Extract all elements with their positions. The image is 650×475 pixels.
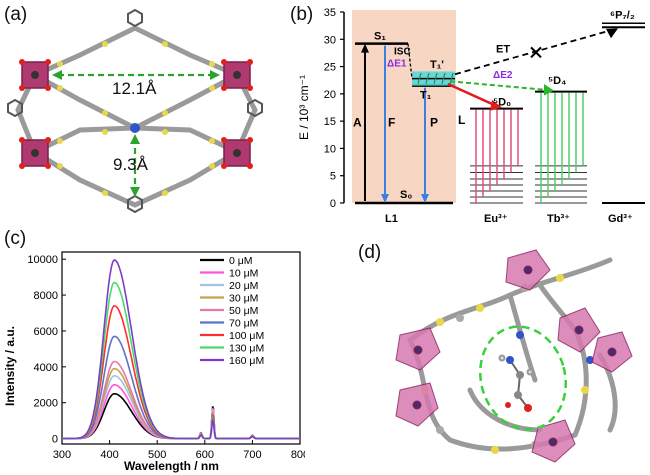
- triplet-arrow: [433, 72, 438, 84]
- legend-label: 0 μM: [229, 255, 253, 267]
- triplet-arrow: [441, 72, 446, 84]
- phosphorescence-label: P: [430, 116, 438, 130]
- panel-a-label: (a): [4, 4, 28, 25]
- legend-label: 160 μM: [229, 355, 264, 367]
- y-tick-label: 2000: [34, 398, 58, 410]
- arrow-heads: [52, 70, 220, 197]
- x-label-tb: Tb³⁺: [547, 213, 570, 225]
- tb-ground-manifold: [535, 165, 587, 204]
- legend-label: 70 μM: [229, 318, 258, 330]
- triplet-arrow: [425, 72, 430, 84]
- x-tick-label: 300: [53, 449, 71, 461]
- y-tick-label: 6000: [34, 326, 58, 338]
- framework-chains: [407, 257, 618, 452]
- y-tick-label: 15: [324, 116, 336, 128]
- legend-label: 130 μM: [229, 343, 264, 355]
- x-tick-label: 800: [291, 449, 305, 461]
- y-tick-label: 25: [324, 62, 336, 74]
- emission-spectra-chart: 0 2000 4000 6000 8000 10000 300 400 500 600 700 80…: [3, 251, 305, 473]
- gd-levels: [602, 22, 645, 204]
- x-tick-label: 600: [196, 449, 214, 461]
- legend-label: 100 μM: [229, 330, 264, 342]
- luminescence-label: L: [458, 113, 465, 127]
- triplet-arrow: [417, 72, 422, 84]
- plot-frame: [61, 251, 301, 445]
- delta-e2-label: ΔE2: [493, 70, 513, 81]
- tb-5d4-label: ⁵D₄: [548, 75, 566, 87]
- t1-prime-label: T₁': [430, 59, 444, 71]
- delta-e1-label: ΔE1: [387, 59, 407, 70]
- isc-label: ISC: [394, 47, 411, 58]
- framework-structure-a: 12.1Å 9.3Å: [7, 8, 263, 214]
- legend-label: 10 μM: [229, 268, 258, 280]
- distance-arrows: [58, 73, 214, 192]
- x-tick-label: 700: [243, 449, 261, 461]
- dist-vertical-label: 9.3Å: [113, 155, 149, 174]
- spectra-curves: [62, 259, 300, 440]
- y-tick-label: 0: [330, 198, 336, 210]
- y-tick-label: 8000: [34, 290, 58, 302]
- pore-ellipse: [479, 325, 567, 431]
- y-axis-label: Intensity / a.u.: [3, 326, 17, 406]
- x-label-l1: L1: [385, 213, 398, 225]
- x-axis-label: Wavelength / nm: [124, 459, 219, 473]
- x-label-eu: Eu³⁺: [484, 213, 508, 225]
- ligand-background: [352, 10, 456, 203]
- y-tick-label: 4000: [34, 362, 58, 374]
- et-to-gd-arrow: [454, 29, 611, 76]
- y-tick-label: 20: [324, 89, 336, 101]
- et-to-eu-arrow: [447, 82, 496, 107]
- eu-emission-lines: [475, 109, 519, 203]
- et-blocked-cross: [530, 46, 542, 59]
- t1-label: T₁: [420, 90, 432, 102]
- guest-molecule: [498, 354, 534, 412]
- y-tick-label: 35: [324, 7, 336, 19]
- isc-path: [407, 43, 413, 79]
- y-tick-label: 30: [324, 34, 336, 46]
- metal-nodes: [19, 59, 253, 169]
- framework-lattice: [15, 25, 258, 208]
- y-tick-label: 5: [330, 171, 336, 183]
- panel-d-label: (d): [358, 242, 382, 263]
- gd-6p72-label: ⁶P₇/₂: [610, 10, 635, 22]
- dist-horizontal-label: 12.1Å: [112, 79, 157, 98]
- yellow-atoms: [57, 41, 215, 196]
- panel-c-label: (c): [4, 228, 27, 249]
- absorption-label: A: [353, 116, 362, 130]
- panel-b-label: (b): [290, 4, 314, 25]
- y-ticks: 35 30 25 20 15 10 5 0: [324, 7, 344, 210]
- legend-label: 20 μM: [229, 280, 258, 292]
- s1-label: S₁: [374, 31, 386, 43]
- fluorescence-label: F: [388, 116, 395, 130]
- legend-label: 50 μM: [229, 305, 258, 317]
- central-nitrogen-atom: [130, 123, 140, 133]
- y-tick-label: 0: [52, 434, 58, 446]
- y-tick-label: 10: [324, 143, 336, 155]
- eu-5d0-label: ⁵D₀: [493, 96, 511, 108]
- s0-label: S₀: [400, 189, 412, 201]
- et-label: ET: [496, 43, 510, 55]
- y-axis-label: E / 10³ cm⁻¹: [297, 75, 311, 140]
- host-guest-structure-d: [395, 249, 633, 463]
- x-tick-label: 400: [100, 449, 118, 461]
- metal-polyhedra: [395, 249, 633, 463]
- x-label-gd: Gd³⁺: [608, 213, 633, 225]
- transition-arrows: [361, 43, 429, 203]
- x-ticks: 300 400 500 600 700 800: [53, 440, 305, 461]
- et-to-tb-arrow: [449, 80, 549, 92]
- y-ticks: 0 2000 4000 6000 8000 10000: [27, 254, 66, 446]
- tb-emission-lines: [540, 92, 584, 203]
- legend-label: 30 μM: [229, 293, 258, 305]
- spectrum-series-8: [62, 259, 300, 440]
- x-tick-label: 500: [148, 449, 166, 461]
- y-tick-label: 10000: [27, 254, 58, 266]
